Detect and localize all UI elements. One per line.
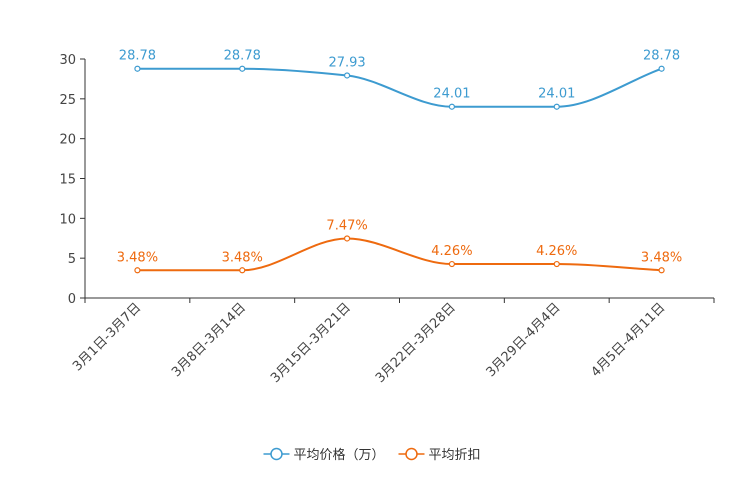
x-tick-label: 3月15日-3月21日	[268, 300, 354, 386]
legend-item-1[interactable]: 平均折扣	[398, 447, 481, 463]
x-tick-label: 3月8日-3月14日	[169, 300, 249, 380]
y-tick-label: 20	[59, 133, 76, 148]
data-label: 4.26%	[431, 244, 472, 259]
y-axis: 0 5 10 15 20 25 30	[59, 53, 86, 307]
data-point[interactable]	[239, 65, 246, 72]
data-point[interactable]	[134, 267, 141, 274]
y-tick-label: 5	[68, 252, 76, 267]
data-point[interactable]	[343, 72, 351, 79]
data-point[interactable]	[553, 103, 560, 110]
data-label: 3.48%	[222, 250, 263, 265]
data-label: 4.26%	[536, 244, 577, 259]
legend-item-0[interactable]: 平均价格（万）	[263, 447, 385, 463]
legend-label: 平均价格（万）	[293, 447, 384, 463]
legend-label: 平均折扣	[429, 448, 481, 463]
y-tick-label: 25	[59, 93, 76, 108]
data-label: 28.78	[224, 49, 261, 64]
series-0: 28.78 28.78 27.93 24.01 24.01 28.78	[119, 49, 680, 110]
data-point[interactable]	[343, 235, 351, 242]
data-label: 28.78	[643, 49, 680, 64]
legend-marker	[405, 447, 418, 461]
x-tick-label: 4月5日-4月11日	[588, 300, 668, 380]
data-label: 24.01	[433, 87, 470, 102]
legend: 平均价格（万） 平均折扣	[263, 447, 481, 463]
series-line	[137, 67, 662, 108]
data-point[interactable]	[553, 260, 560, 268]
y-tick-label: 30	[59, 53, 76, 68]
data-point[interactable]	[658, 65, 665, 72]
data-label: 24.01	[538, 87, 575, 102]
x-tick-label: 3月29日-4月4日	[484, 300, 564, 380]
y-tick-label: 10	[59, 212, 76, 227]
data-point[interactable]	[658, 267, 665, 274]
data-label: 3.48%	[641, 250, 682, 265]
data-label: 7.47%	[326, 218, 367, 233]
data-label: 27.93	[328, 55, 365, 70]
data-point[interactable]	[448, 260, 456, 268]
data-point[interactable]	[239, 267, 246, 274]
series-line	[137, 237, 662, 272]
series-1: 3.48% 3.48% 7.47% 4.26% 4.26% 3.48%	[117, 218, 682, 274]
legend-marker	[270, 447, 283, 461]
data-point[interactable]	[448, 103, 456, 110]
x-axis: 3月1日-3月7日 3月8日-3月14日 3月15日-3月21日 3月22日-3月28…	[70, 297, 715, 386]
data-label: 3.48%	[117, 250, 158, 265]
y-tick-label: 15	[59, 173, 76, 188]
y-tick-label: 0	[68, 292, 76, 307]
x-tick-label: 3月1日-3月7日	[70, 300, 144, 374]
data-label: 28.78	[119, 49, 156, 64]
x-tick-label: 3月22日-3月28日	[373, 300, 459, 386]
data-point[interactable]	[134, 65, 141, 72]
